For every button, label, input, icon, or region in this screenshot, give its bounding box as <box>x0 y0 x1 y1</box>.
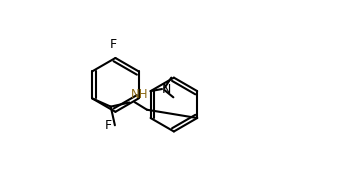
Text: N: N <box>162 83 171 96</box>
Text: F: F <box>110 38 117 51</box>
Text: F: F <box>104 119 112 132</box>
Text: NH: NH <box>130 89 148 101</box>
